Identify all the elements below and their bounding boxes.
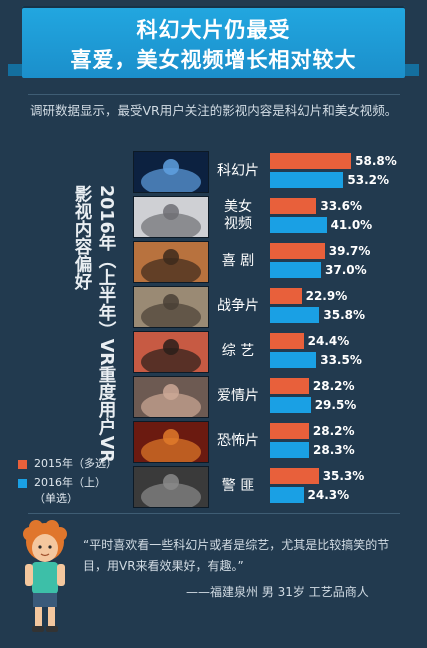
bar-2015 [270,288,302,304]
horror-face-thumbnail-icon [133,421,209,463]
bar-2016 [270,217,327,233]
bar-2015 [270,243,325,259]
bar-2015 [270,333,304,349]
bar-2016 [270,352,317,368]
bar-2016 [270,487,304,503]
value-label: 35.3% [322,469,365,483]
category-label: 综 艺 [221,343,255,359]
value-label: 29.5% [314,398,357,412]
category-label: 警 匪 [221,478,255,494]
chart-title: 2016年（上半年）VR重度用户VR影视内容偏好 [72,185,116,463]
page-title-line-1: 科幻大片仍最受 [136,18,291,42]
bar-2015 [270,198,317,214]
bar-2015 [270,423,309,439]
value-label: 35.8% [323,308,366,322]
value-label: 28.2% [312,379,355,393]
banner-ribbon-left [8,64,22,76]
category-label: 美女 视频 [224,199,252,232]
banner-ribbon-right [405,64,419,76]
value-label: 33.5% [320,353,362,367]
comedy-duo-thumbnail-icon [133,241,209,283]
police-group-thumbnail-icon [133,466,209,508]
woman-portrait-thumbnail-icon [133,196,209,238]
value-label: 28.3% [313,443,355,457]
value-label: 53.2% [347,173,390,187]
divider-bottom [28,513,400,514]
bar-2015 [270,378,309,394]
cartoon-boy-avatar-icon [23,520,67,632]
page-title-line-2: 喜爱，美女视频增长相对较大 [70,48,357,72]
legend-swatch [18,478,27,488]
bar-2016 [270,307,320,323]
category-label: 喜 剧 [221,253,255,269]
bar-2016 [270,442,310,458]
legend-item: 2016年（上） （单选） [18,475,106,507]
testimonial-quote: “平时喜欢看一些科幻片或者是综艺，尤其是比较搞笑的节目，用VR来看效果好，有趣。… [83,538,390,573]
bar-2015 [270,468,319,484]
variety-show-thumbnail-icon [133,331,209,373]
bar-2016 [270,397,311,413]
value-label: 41.0% [330,218,373,232]
value-label: 24.3% [307,488,350,502]
bar-2016 [270,172,344,188]
scifi-robot-thumbnail-icon [133,151,209,193]
category-label: 战争片 [217,298,259,314]
value-label: 22.9% [305,289,348,303]
value-label: 28.2% [312,424,355,438]
intro-text: 调研数据显示，最受VR用户关注的影视内容是科幻片和美女视频。 [30,103,398,118]
legend-label: 2016年（上） （单选） [34,476,106,505]
value-label: 37.0% [325,263,367,277]
value-label: 58.8% [355,154,397,168]
war-scene-thumbnail-icon [133,286,209,328]
legend-item: 2015年（多选） [18,456,117,472]
category-label: 恐怖片 [217,433,259,449]
romance-couple-thumbnail-icon [133,376,209,418]
category-label: 爱情片 [217,388,259,404]
legend-label: 2015年（多选） [34,457,117,470]
category-label: 科幻片 [217,163,259,179]
divider-top [28,94,400,95]
value-label: 33.6% [320,199,362,213]
legend-swatch [18,459,27,469]
value-label: 24.4% [307,334,350,348]
value-label: 39.7% [328,244,371,258]
title-banner: 科幻大片仍最受 喜爱，美女视频增长相对较大 [8,6,419,78]
bar-2016 [270,262,322,278]
testimonial-attribution: ——福建泉州 男 31岁 工艺品商人 [186,585,369,599]
bar-2015 [270,153,352,169]
